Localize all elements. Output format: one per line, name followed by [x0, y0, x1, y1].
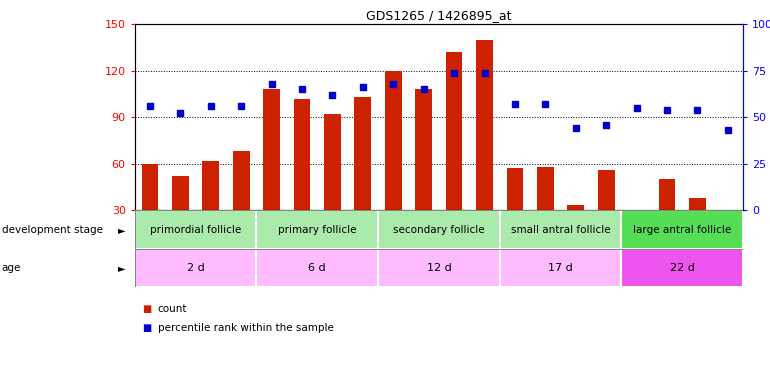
Text: count: count — [158, 304, 187, 314]
Bar — [324, 114, 341, 210]
Bar — [378, 249, 500, 287]
Bar — [415, 89, 432, 210]
Bar — [500, 249, 621, 287]
Bar — [537, 166, 554, 210]
Bar — [293, 99, 310, 210]
Text: 2 d: 2 d — [186, 263, 205, 273]
Bar — [203, 160, 219, 210]
Text: ►: ► — [118, 225, 126, 235]
Bar — [378, 210, 500, 249]
Text: 22 d: 22 d — [670, 263, 695, 273]
Bar — [135, 210, 256, 249]
Text: ■: ■ — [142, 304, 152, 314]
Bar — [689, 198, 706, 210]
Bar — [385, 71, 402, 210]
Bar — [142, 164, 159, 210]
Bar — [628, 210, 645, 212]
Text: age: age — [2, 263, 21, 273]
Bar — [256, 249, 378, 287]
Text: primordial follicle: primordial follicle — [150, 225, 241, 235]
Bar — [135, 249, 256, 287]
Bar — [233, 151, 249, 210]
Bar — [476, 40, 493, 210]
Bar — [354, 97, 371, 210]
Bar — [500, 210, 621, 249]
Bar — [658, 179, 675, 210]
Text: secondary follicle: secondary follicle — [393, 225, 484, 235]
Bar — [263, 89, 280, 210]
Text: GDS1265 / 1426895_at: GDS1265 / 1426895_at — [367, 9, 511, 22]
Bar — [621, 249, 743, 287]
Text: primary follicle: primary follicle — [278, 225, 357, 235]
Bar — [567, 206, 584, 210]
Text: 6 d: 6 d — [309, 263, 326, 273]
Bar — [507, 168, 524, 210]
Bar — [446, 52, 463, 210]
Text: large antral follicle: large antral follicle — [633, 225, 732, 235]
Text: 12 d: 12 d — [427, 263, 451, 273]
Text: ■: ■ — [142, 323, 152, 333]
Text: development stage: development stage — [2, 225, 102, 235]
Text: 17 d: 17 d — [548, 263, 573, 273]
Text: ►: ► — [118, 263, 126, 273]
Bar — [719, 210, 736, 212]
Bar — [598, 170, 614, 210]
Text: small antral follicle: small antral follicle — [511, 225, 611, 235]
Text: percentile rank within the sample: percentile rank within the sample — [158, 323, 333, 333]
Bar — [621, 210, 743, 249]
Bar — [256, 210, 378, 249]
Bar — [172, 176, 189, 210]
